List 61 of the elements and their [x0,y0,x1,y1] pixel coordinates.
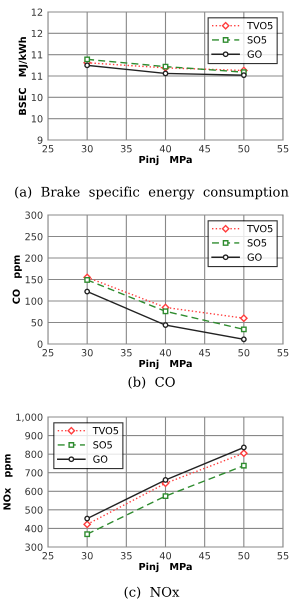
x-tick-label: 35 [120,349,132,356]
y-tick-label: 600 [25,488,42,496]
y-tick-label: 9 [38,136,42,144]
legend-label: GO [93,455,108,463]
y-tick-label: 150 [26,276,42,284]
x-tick-label: 25 [42,552,54,560]
y-tick-label: 11 [32,51,42,58]
x-tick-label: 45 [198,145,210,152]
y-axis-title: NOx ppm [3,454,13,510]
y-tick-label: 700 [25,469,42,477]
legend-label: SO5 [93,441,112,449]
x-tick-label: 45 [198,349,210,356]
legend-label: SO5 [248,239,266,247]
x-tick-label: 45 [198,552,210,560]
y-tick-label: 300 [25,211,42,219]
x-axis-title: Pinj MPa [139,360,192,370]
y-tick-label: 50 [32,318,42,326]
y-tick-label: 11 [32,72,42,80]
x-tick-label: 35 [120,552,132,560]
x-axis-title: Pinj MPa [139,156,192,166]
x-tick-label: 40 [160,349,172,356]
x-tick-label: 30 [82,145,93,152]
text: (a) Brake specific energy consumption [15,186,289,200]
x-tick-label: 25 [42,145,54,152]
y-tick-label: 12 [32,30,42,38]
y-tick-label: 200 [25,254,42,262]
x-tick-label: 55 [278,552,288,560]
x-tick-label: 50 [238,349,250,356]
x-tick-label: 30 [82,349,93,356]
y-tick-label: 1,000 [16,413,42,422]
x-tick-label: 55 [278,349,288,356]
y-tick-label: 400 [25,524,42,532]
legend-label: GO [248,253,262,261]
y-tick-label: 800 [25,450,42,458]
x-tick-label: 55 [278,145,288,152]
legend-label: TVO5 [92,426,118,434]
y-tick-label: 250 [25,232,42,240]
x-tick-label: 25 [42,349,54,356]
y-tick-label: 500 [25,506,42,514]
text: (b) CO [128,376,175,389]
y-axis-title: CO ppm [12,255,22,304]
legend-label: GO [248,50,262,58]
x-tick-label: 30 [82,552,93,560]
legend-label: TVO5 [246,224,272,232]
y-tick-label: 10 [32,115,42,122]
legend-label: SO5 [248,36,266,44]
y-tick-label: 12 [32,8,42,16]
y-tick-label: 10 [32,94,42,102]
y-tick-label: 100 [26,297,42,305]
x-axis-title: Pinj MPa [139,562,192,572]
x-tick-label: 40 [160,552,172,560]
x-tick-label: 35 [120,145,132,152]
x-tick-label: 50 [238,552,250,560]
legend-label: TVO5 [246,22,272,30]
y-axis-title: BSEC MJ/kWh [18,37,28,115]
y-tick-label: 0 [38,340,42,348]
x-tick-label: 50 [238,145,250,152]
y-tick-label: 900 [25,432,42,440]
text: (c) NOx [124,586,180,599]
x-tick-label: 40 [160,145,172,152]
y-tick-label: 300 [25,543,42,551]
